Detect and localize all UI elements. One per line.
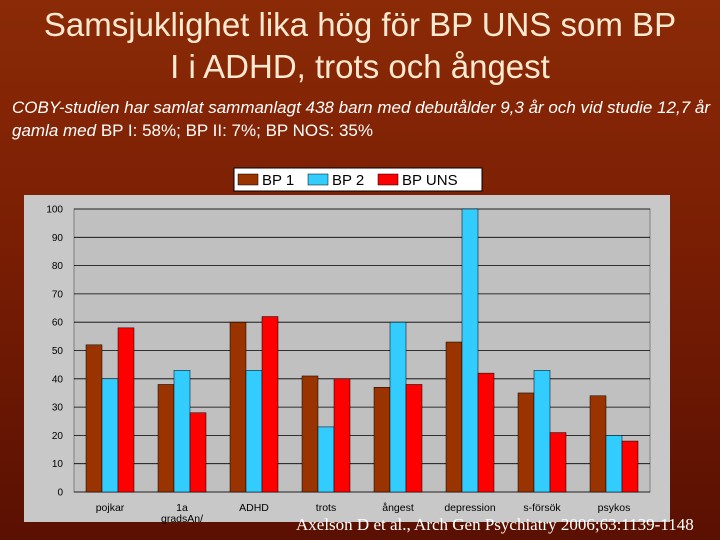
bar-bp-uns xyxy=(405,384,423,493)
y-tick-label: 50 xyxy=(52,346,64,357)
y-tick-label: 70 xyxy=(52,289,64,300)
citation: Axelson D et al., Arch Gen Psychiatry 20… xyxy=(296,515,694,534)
y-tick-label: 100 xyxy=(46,205,63,216)
y-tick-label: 0 xyxy=(57,488,63,499)
x-tick-label: pojkar xyxy=(96,502,125,514)
y-tick-label: 40 xyxy=(52,374,64,385)
bar-bp-2 xyxy=(605,435,623,493)
bar-bp-uns xyxy=(477,372,495,493)
y-tick-label: 80 xyxy=(52,261,64,272)
x-tick-label: psykos xyxy=(598,502,631,514)
legend-swatch xyxy=(307,173,329,186)
bar-bp-1 xyxy=(229,321,247,493)
y-tick-label: 60 xyxy=(52,318,64,329)
x-tick-label: 1a xyxy=(176,502,188,514)
bar-bp-2 xyxy=(389,321,407,493)
y-tick-label: 10 xyxy=(52,459,64,470)
x-tick-label: s-försök xyxy=(523,502,561,514)
legend-label: BP UNS xyxy=(402,172,458,189)
bar-bp-1 xyxy=(517,392,535,493)
bar-bp-2 xyxy=(101,378,119,493)
y-tick-label: 90 xyxy=(52,233,64,244)
bar-bp-2 xyxy=(317,426,335,493)
bar-bp-2 xyxy=(173,370,191,493)
legend-label: BP 2 xyxy=(332,172,364,189)
bar-bp-1 xyxy=(85,344,103,493)
legend-swatch xyxy=(377,173,399,186)
x-tick-label: depression xyxy=(444,502,496,514)
y-tick-label: 30 xyxy=(52,403,64,414)
bar-bp-2 xyxy=(245,370,263,493)
subtitle-percentages: BP I: 58%; BP II: 7%; BP NOS: 35% xyxy=(100,121,373,140)
title-line-2: I i ADHD, trots och ångest xyxy=(170,48,550,85)
legend-swatch xyxy=(237,173,259,186)
bar-bp-1 xyxy=(445,341,463,493)
x-tick-label: ADHD xyxy=(239,502,269,514)
bar-bp-1 xyxy=(157,384,175,493)
legend-label: BP 1 xyxy=(262,172,294,189)
bar-bp-2 xyxy=(533,370,551,493)
title-line-1: Samsjuklighet lika hög för BP UNS som BP xyxy=(43,6,677,43)
x-tick-label: gradsAn/ xyxy=(161,513,203,525)
slide-title: Samsjuklighet lika hög för BP UNS som BP… xyxy=(0,4,720,88)
bar-bp-uns xyxy=(189,412,207,493)
bar-bp-uns xyxy=(621,440,639,493)
subtitle-italic: COBY-studien har samlat sammanlagt 438 b… xyxy=(12,98,711,140)
bar-bp-uns xyxy=(549,432,567,493)
bar-bp-uns xyxy=(117,327,135,493)
bar-bp-uns xyxy=(333,378,351,493)
y-tick-label: 20 xyxy=(52,431,64,442)
bar-bp-1 xyxy=(301,375,319,493)
slide-subtitle: COBY-studien har samlat sammanlagt 438 b… xyxy=(12,96,712,142)
bar-bp-2 xyxy=(461,208,479,493)
legend-box xyxy=(233,167,483,192)
bar-bp-1 xyxy=(589,395,607,493)
x-tick-label: trots xyxy=(316,502,336,514)
bar-bp-1 xyxy=(373,387,391,493)
x-tick-label: ångest xyxy=(382,502,414,514)
bar-bp-uns xyxy=(261,316,279,493)
